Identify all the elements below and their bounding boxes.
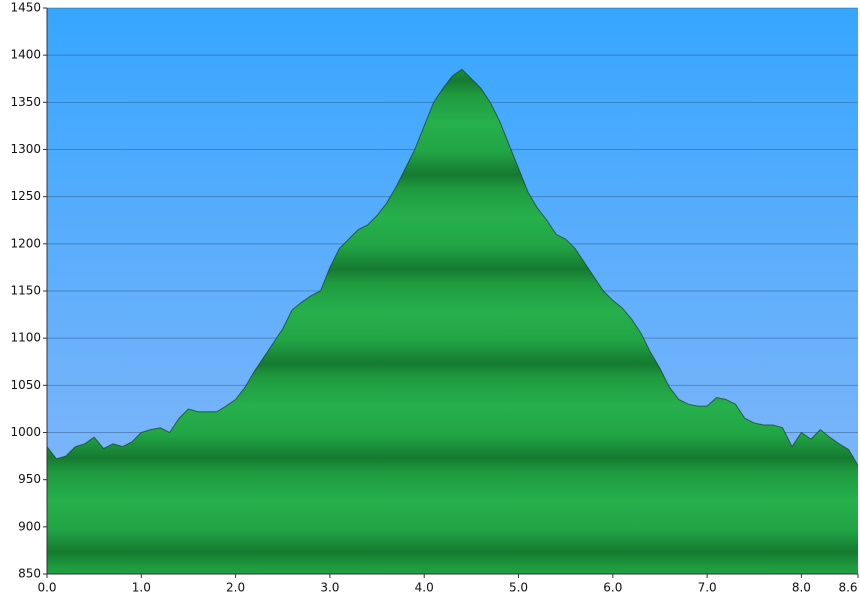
x-tick-label: 8.0 bbox=[792, 581, 811, 595]
y-tick-label: 1200 bbox=[10, 236, 41, 250]
x-tick-label: 0.0 bbox=[37, 581, 56, 595]
x-tick-label: 8.6 bbox=[838, 581, 857, 595]
y-tick-label: 1300 bbox=[10, 142, 41, 156]
y-tick-label: 850 bbox=[18, 567, 41, 581]
y-tick-label: 1400 bbox=[10, 48, 41, 62]
x-tick-label: 1.0 bbox=[132, 581, 151, 595]
y-tick-label: 1000 bbox=[10, 425, 41, 439]
x-tick-label: 5.0 bbox=[509, 581, 528, 595]
y-tick-label: 1150 bbox=[10, 284, 41, 298]
y-tick-label: 950 bbox=[18, 472, 41, 486]
y-tick-label: 1450 bbox=[10, 1, 41, 15]
y-tick-label: 900 bbox=[18, 519, 41, 533]
x-tick-label: 4.0 bbox=[415, 581, 434, 595]
area bbox=[47, 69, 858, 574]
y-tick-label: 1250 bbox=[10, 189, 41, 203]
y-tick-label: 1050 bbox=[10, 378, 41, 392]
x-tick-label: 6.0 bbox=[603, 581, 622, 595]
x-tick-label: 2.0 bbox=[226, 581, 245, 595]
x-tick-label: 3.0 bbox=[320, 581, 339, 595]
y-tick-label: 1350 bbox=[10, 95, 41, 109]
x-tick-label: 7.0 bbox=[698, 581, 717, 595]
area-outline bbox=[46, 68, 859, 466]
y-tick-label: 1100 bbox=[10, 331, 41, 345]
